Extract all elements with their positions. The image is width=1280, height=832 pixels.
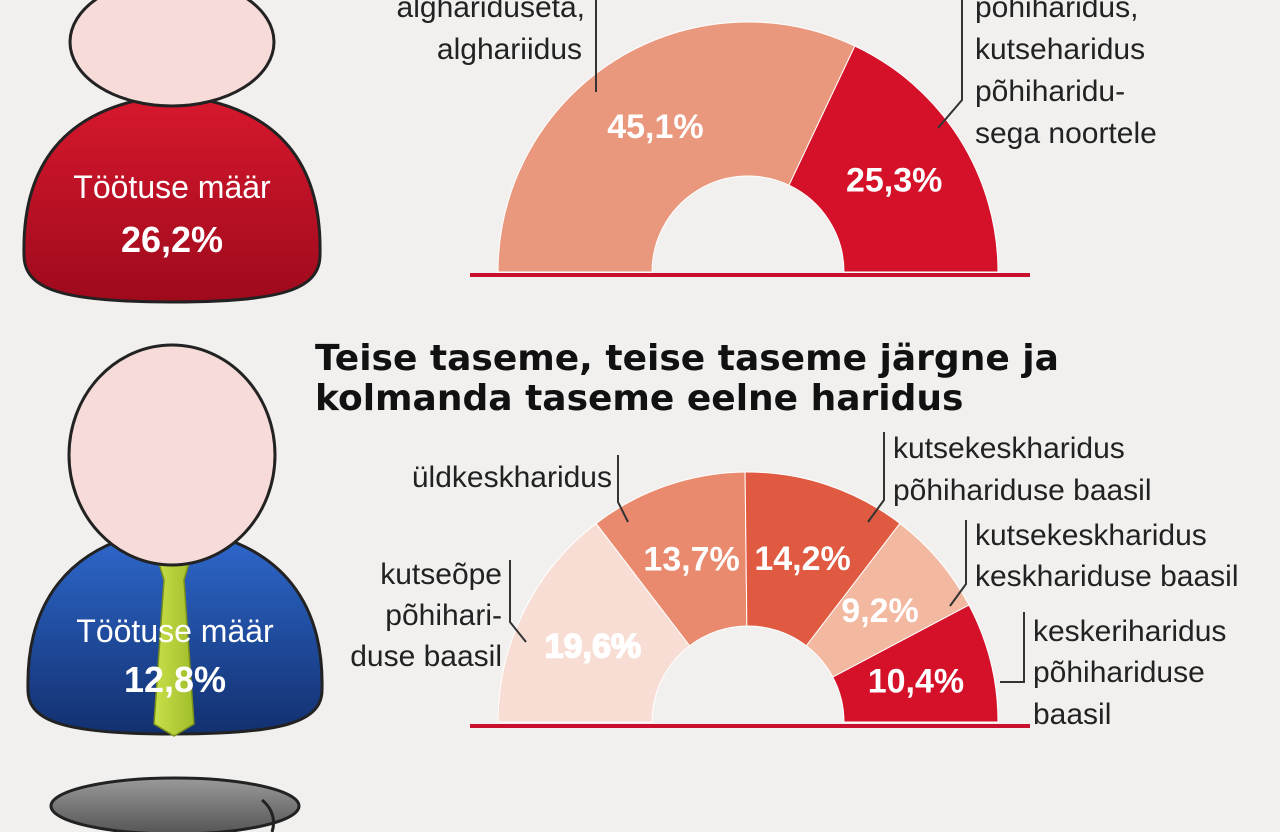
chart2-slice-0	[497, 522, 691, 723]
chart2-slice-4	[832, 604, 999, 723]
chart1-category-text: põhiharidus,	[975, 0, 1138, 24]
chart1-category-line: kutseharidus	[975, 33, 1145, 66]
chart2-category-line: kutseõpe	[380, 558, 502, 591]
chart1-leader-line-1	[937, 0, 963, 129]
chart2-category-text: põhihari-	[385, 599, 502, 632]
chart2-value-label-0: 19,6%	[545, 627, 641, 665]
chart2-value-label-2: 14,2%	[754, 540, 850, 578]
chart1-value-label-0: 45,1%	[607, 108, 703, 146]
unemployment-label-2: Töötuse määr	[76, 613, 274, 649]
chart1-slice-1	[788, 45, 999, 273]
chart2-category-text: keskhariduse baasil	[975, 560, 1238, 593]
chart2-category-text: kutsekeskharidus	[975, 519, 1207, 552]
chart1-value-label-1: 25,3%	[846, 161, 942, 199]
chart2-category-text: kutseõpe	[380, 558, 502, 591]
chart2-category-text: üldkeskharidus	[412, 461, 612, 494]
chart2-title: kolmanda taseme eelne haridus	[315, 378, 963, 419]
chart2-category-text: keskeriharidus	[1033, 615, 1226, 648]
chart2-slice-1	[595, 471, 748, 647]
chart1-category-text: alghariduseta,	[397, 0, 585, 24]
chart2-title-line-1: Teise taseme, teise taseme järgne ja	[315, 338, 1059, 379]
chart1-category-label-0: alghariduseta, alghariidus	[397, 0, 597, 92]
chart2-value-label-4: 10,4%	[868, 662, 964, 700]
person-figure-graduate-partial	[49, 776, 301, 832]
unemployment-label-1: Töötuse määr	[73, 169, 271, 205]
chart2-category-label-0: kutseõpe põhihari- duse baasil	[350, 558, 527, 673]
cap-tassel-icon	[261, 798, 276, 832]
graduation-cap-icon	[49, 776, 301, 832]
chart1-category-text: kutseharidus	[975, 33, 1145, 66]
chart2-category-line: kutsekeskharidus	[893, 432, 1125, 465]
unemployment-value-1: 26,2%	[121, 219, 223, 260]
person-head-red	[68, 0, 276, 108]
chart2-leader-line-1	[617, 455, 629, 523]
chart2-category-label-4: keskeriharidus põhihariduse baasil	[1000, 612, 1226, 731]
chart1-category-label-1: põhiharidus, kutseharidus põhiharidu- se…	[937, 0, 1157, 150]
person-body-red	[22, 93, 322, 304]
chart2-category-line: põhihari-	[385, 599, 502, 632]
chart2-leader-line-4	[1000, 612, 1025, 683]
chart-primary-education: 45,1% 25,3% alghariduseta, alghariidus põ…	[397, 0, 1157, 277]
chart2-category-line: baasil	[1033, 698, 1111, 731]
chart1-slice-0	[497, 21, 856, 273]
chart2-category-line: keskhariduse baasil	[975, 560, 1238, 593]
chart1-category-line: põhiharidus,	[975, 0, 1138, 24]
chart2-value-label-3: 9,2%	[841, 592, 919, 630]
chart1-category-line: alghariidus	[437, 33, 582, 66]
chart2-category-text: baasil	[1033, 698, 1111, 731]
chart1-category-text: põhiharidu-	[975, 75, 1125, 108]
chart2-category-line: põhihariduse baasil	[893, 474, 1152, 507]
chart2-slice-2	[744, 471, 901, 647]
person-head-blue	[67, 343, 277, 567]
chart1-category-line: sega noortele	[975, 117, 1157, 150]
chart2-category-text: duse baasil	[350, 640, 502, 673]
chart2-leader-line-3	[949, 520, 967, 607]
chart2-category-text: põhihariduse baasil	[893, 474, 1152, 507]
chart2-leader-line-0	[509, 560, 527, 643]
unemployment-value-2: 12,8%	[124, 659, 226, 700]
chart2-category-line: keskeriharidus	[1033, 615, 1226, 648]
chart2-category-line: kutsekeskharidus	[975, 519, 1207, 552]
chart2-leader-line-2	[867, 432, 885, 523]
chart1-category-line: alghariduseta,	[397, 0, 585, 24]
chart2-value-label-1: 13,7%	[643, 540, 739, 578]
chart2-title: Teise taseme, teise taseme järgne ja	[315, 338, 1059, 379]
chart2-category-label-3: kutsekeskharidus keskhariduse baasil	[949, 519, 1238, 607]
chart1-category-text: alghariidus	[437, 33, 582, 66]
chart2-category-text: põhihariduse	[1033, 656, 1205, 689]
chart2-category-line: põhihariduse	[1033, 656, 1205, 689]
chart-secondary-education: Teise taseme, teise taseme järgne ja kol…	[315, 338, 1238, 731]
chart1-category-text: sega noortele	[975, 117, 1157, 150]
chart2-category-text: kutsekeskharidus	[893, 432, 1125, 465]
person-figure-blue: Töötuse määr 12,8%	[26, 343, 324, 737]
chart2-category-line: duse baasil	[350, 640, 502, 673]
chart2-title-line-2: kolmanda taseme eelne haridus	[315, 378, 963, 419]
chart1-category-line: põhiharidu-	[975, 75, 1125, 108]
person-figure-red: Töötuse määr 26,2%	[22, 0, 322, 304]
chart2-category-label-1: üldkeskharidus	[412, 455, 629, 523]
chart2-category-label-2: kutsekeskharidus põhihariduse baasil	[867, 432, 1152, 523]
chart2-category-line: üldkeskharidus	[412, 461, 612, 494]
